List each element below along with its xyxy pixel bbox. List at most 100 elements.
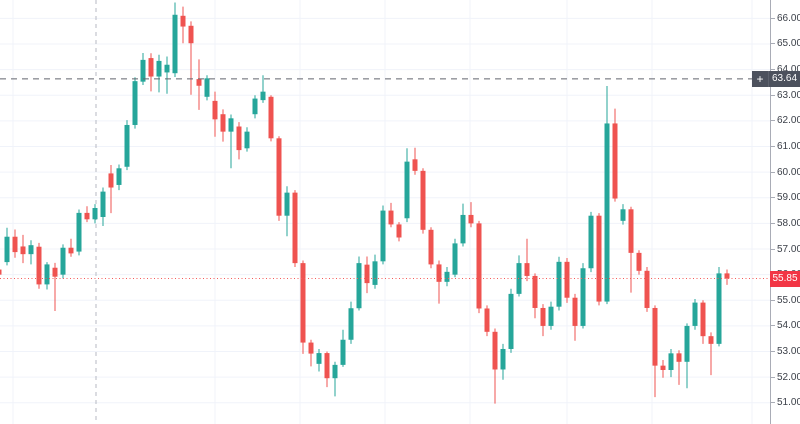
axis-label: 54.00 <box>777 320 800 332</box>
candle-body <box>716 273 722 344</box>
axis-label: 59.00 <box>777 192 800 204</box>
candle-body <box>236 126 242 151</box>
axis-tick-mark <box>771 222 775 224</box>
candle-body <box>364 264 370 284</box>
candle-body <box>156 60 162 77</box>
axis-tick-mark <box>771 146 775 147</box>
candle-body <box>572 297 578 326</box>
axis-tick-mark <box>771 197 775 199</box>
axis-label: 53.00 <box>777 346 800 358</box>
candle-body <box>212 100 218 120</box>
candle-body <box>140 59 146 82</box>
candle-body <box>396 224 402 238</box>
candle-body <box>524 263 530 276</box>
axis-tick-mark <box>771 43 775 45</box>
candle-body <box>636 252 642 271</box>
candle-body <box>628 209 634 253</box>
candle-body <box>500 348 506 370</box>
candle-body <box>452 243 458 275</box>
last-price-badge[interactable]: 55.85 <box>770 270 800 287</box>
candle-body <box>428 229 434 265</box>
candle-body <box>332 364 338 379</box>
axis-tick-mark <box>771 299 775 301</box>
candle-body <box>596 215 602 302</box>
candle-body <box>644 270 650 308</box>
axis-label: 65.00 <box>777 38 800 50</box>
axis-label: 62.00 <box>777 115 800 127</box>
price-axis[interactable]: 66.00 65.00 64.00 63.00 62.00 61.00 60.00 59.00… <box>770 0 800 424</box>
candle-body <box>308 342 314 354</box>
candle-body <box>204 78 210 97</box>
candle-body <box>444 271 450 282</box>
axis-label: 57.00 <box>777 243 800 255</box>
candle-body <box>228 118 234 132</box>
candle-body <box>668 353 674 370</box>
candle-body <box>180 15 186 27</box>
candle-body <box>692 302 698 326</box>
candle-body <box>556 261 562 307</box>
axis-label: 51.00 <box>777 397 800 409</box>
candle-body <box>124 124 130 167</box>
axis-label: 60.00 <box>777 166 800 178</box>
axis-tick-mark <box>771 120 775 122</box>
candle-body <box>68 247 74 254</box>
candle-body <box>324 353 330 379</box>
candle-body <box>612 123 618 199</box>
candle-body <box>260 91 266 101</box>
axis-tick-mark <box>771 171 775 173</box>
axis-tick-mark <box>771 402 775 404</box>
candle-body <box>404 161 410 219</box>
candle-body <box>52 267 58 277</box>
candle-body <box>380 210 386 262</box>
axis-label: 55.00 <box>777 294 800 306</box>
candle-body <box>220 114 226 132</box>
alert-price-badge[interactable]: + 63.64 <box>752 70 800 87</box>
candle-body <box>660 365 666 370</box>
candle-body <box>676 353 682 362</box>
candle-body <box>316 353 322 364</box>
candle-body <box>164 64 170 73</box>
plus-icon[interactable]: + <box>752 70 769 87</box>
axis-label: 58.00 <box>777 217 800 229</box>
axis-tick-mark <box>771 248 775 250</box>
candle-body <box>708 336 714 344</box>
candle-body <box>76 212 82 252</box>
candle-body <box>484 308 490 332</box>
candle-body <box>564 261 570 298</box>
candle-body <box>148 58 154 77</box>
candle-body <box>28 245 34 255</box>
axis-label: 63.00 <box>777 89 800 101</box>
candle-body <box>188 25 194 44</box>
candle-body <box>108 173 114 188</box>
candle-body <box>620 209 626 221</box>
axis-tick-mark <box>771 351 775 353</box>
axis-label: 52.00 <box>777 371 800 383</box>
axis-tick-mark <box>771 69 775 71</box>
candle-body <box>36 246 42 285</box>
candle-body <box>196 79 202 86</box>
candle-body <box>348 308 354 340</box>
axis-label: 61.00 <box>777 141 800 152</box>
candle-body <box>420 170 426 230</box>
candle-body <box>468 214 474 224</box>
candle-body <box>300 263 306 343</box>
candle-body <box>412 159 418 171</box>
candle-body <box>292 192 298 264</box>
alert-price-value: 63.64 <box>771 73 798 85</box>
candle-body <box>700 302 706 337</box>
axis-tick-mark <box>771 325 775 327</box>
candle-body <box>604 123 610 302</box>
candle-body <box>44 264 50 285</box>
candle-body <box>684 325 690 362</box>
candle-body <box>532 275 538 308</box>
candle-body <box>268 96 274 139</box>
candle-body <box>4 236 10 263</box>
candle-body <box>100 191 106 217</box>
candle-body <box>492 331 498 370</box>
candle-body <box>372 261 378 285</box>
candle-body <box>172 14 178 74</box>
candle-body <box>276 138 282 216</box>
candle-body <box>436 264 442 282</box>
